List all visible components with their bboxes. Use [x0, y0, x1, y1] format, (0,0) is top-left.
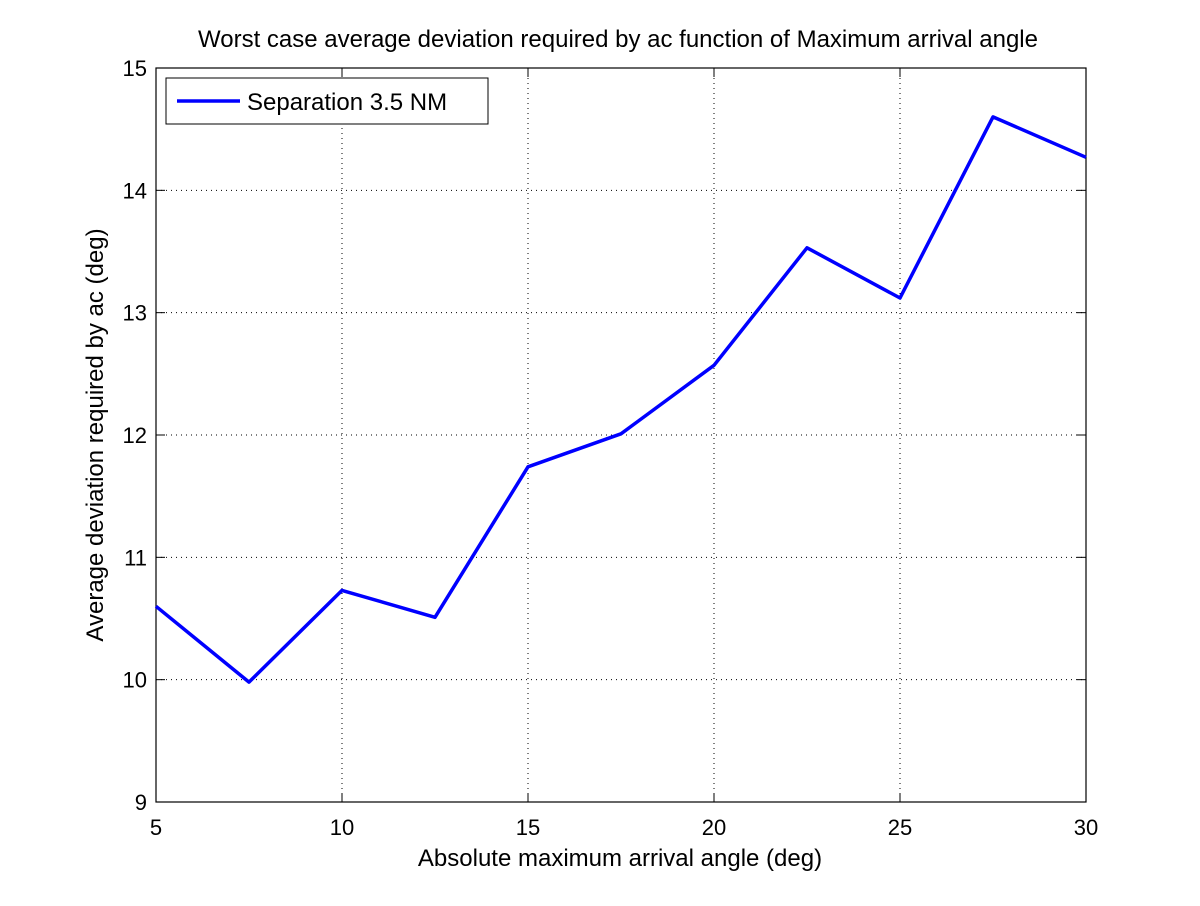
- x-tick-label: 10: [330, 815, 354, 840]
- y-axis-title: Average deviation required by ac (deg): [82, 228, 109, 641]
- axis-ticks: [155, 67, 1087, 803]
- series-line: [154, 115, 1087, 684]
- x-tick-label: 20: [702, 815, 726, 840]
- x-tick-label: 15: [516, 815, 540, 840]
- x-tick-label: 25: [888, 815, 912, 840]
- y-tick-label: 12: [123, 423, 147, 448]
- y-tick-label: 9: [135, 790, 147, 815]
- series-layer: [154, 115, 1087, 684]
- x-tick-label: 5: [150, 815, 162, 840]
- chart-title: Worst case average deviation required by…: [198, 26, 1038, 53]
- legend-label: Separation 3.5 NM: [247, 89, 447, 116]
- x-tick-label: 30: [1074, 815, 1098, 840]
- y-tick-label: 13: [123, 301, 147, 326]
- y-tick-label: 14: [123, 178, 147, 203]
- legend: Separation 3.5 NM: [165, 77, 489, 125]
- y-axis-tick-labels: 9 10 11 12 13 14 15: [123, 56, 147, 815]
- x-axis-title: Absolute maximum arrival angle (deg): [418, 845, 822, 872]
- y-tick-label: 11: [124, 545, 147, 570]
- x-axis-tick-labels: 5 10 15 20 25 30: [150, 815, 1098, 840]
- y-tick-label: 15: [123, 56, 147, 81]
- y-tick-label: 10: [123, 668, 147, 693]
